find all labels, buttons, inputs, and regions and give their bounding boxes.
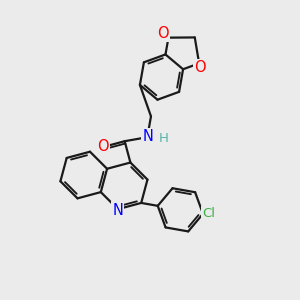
Text: O: O	[157, 26, 169, 41]
Text: O: O	[194, 60, 206, 75]
Text: H: H	[158, 132, 168, 145]
Text: Cl: Cl	[202, 207, 215, 220]
Text: N: N	[112, 202, 123, 217]
Text: O: O	[97, 139, 109, 154]
Text: N: N	[142, 129, 153, 144]
